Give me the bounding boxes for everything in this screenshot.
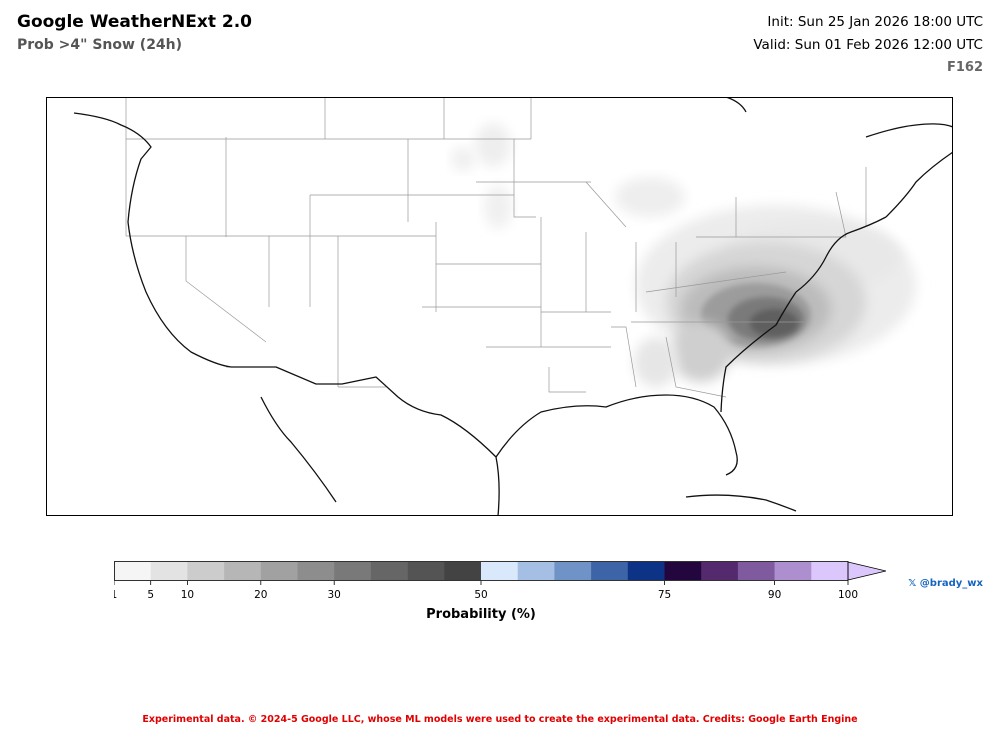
colorbar-swatch: [554, 562, 592, 580]
colorbar-swatch: [591, 562, 629, 580]
forecast-hour: F162: [946, 60, 983, 75]
colorbar-swatch: [224, 562, 262, 580]
colorbar-tick-label: 30: [328, 589, 341, 601]
colorbar-tick-label: 5: [147, 589, 154, 601]
colorbar-swatch: [150, 562, 188, 580]
state-borders: [125, 97, 867, 398]
colorbar-swatch: [737, 562, 775, 580]
colorbar-swatch: [664, 562, 702, 580]
colorbar-swatch: [297, 562, 335, 580]
snow-probability-map: [46, 97, 953, 516]
colorbar-swatch: [481, 562, 518, 580]
author-handle[interactable]: 𝕏 @brady_wx: [908, 578, 983, 589]
colorbar-swatch: [334, 562, 372, 580]
colorbar-extend-arrow: [847, 561, 886, 581]
colorbar-tick-label: 75: [658, 589, 671, 601]
init-time: Init: Sun 25 Jan 2026 18:00 UTC: [767, 14, 983, 30]
colorbar-swatch: [407, 562, 445, 580]
colorbar-swatch: [444, 562, 482, 580]
colorbar-swatch: [260, 562, 298, 580]
colorbar-outline: [114, 561, 849, 581]
map-frame: [46, 97, 953, 516]
colorbar-swatch: [627, 562, 665, 580]
probability-colorbar: 1 5 10 20 30 50 75 90 100: [114, 561, 886, 601]
footer-credits: Experimental data. © 2024-5 Google LLC, …: [142, 714, 858, 725]
colorbar-tick-label: 20: [254, 589, 267, 601]
colorbar-ticks: 1 5 10 20 30 50 75 90 100: [114, 581, 858, 601]
colorbar-swatch: [701, 562, 739, 580]
colorbar-swatch: [114, 562, 151, 580]
colorbar-swatch: [370, 562, 408, 580]
colorbar-tick-label: 10: [181, 589, 194, 601]
colorbar-tick-label: 1: [114, 589, 117, 601]
colorbar-swatch: [774, 562, 812, 580]
colorbar-swatch: [811, 562, 849, 580]
coastlines: [73, 97, 953, 516]
colorbar-label: Probability (%): [426, 607, 536, 622]
colorbar-swatch: [517, 562, 555, 580]
colorbar-tick-label: 90: [768, 589, 781, 601]
colorbar-tick-label: 100: [838, 589, 858, 601]
colorbar-swatches: [114, 562, 849, 580]
map-subtitle: Prob >4" Snow (24h): [17, 37, 183, 53]
colorbar-swatch: [187, 562, 225, 580]
valid-time: Valid: Sun 01 Feb 2026 12:00 UTC: [753, 37, 983, 53]
map-title: Google WeatherNExt 2.0: [17, 12, 253, 32]
colorbar-tick-label: 50: [474, 589, 487, 601]
